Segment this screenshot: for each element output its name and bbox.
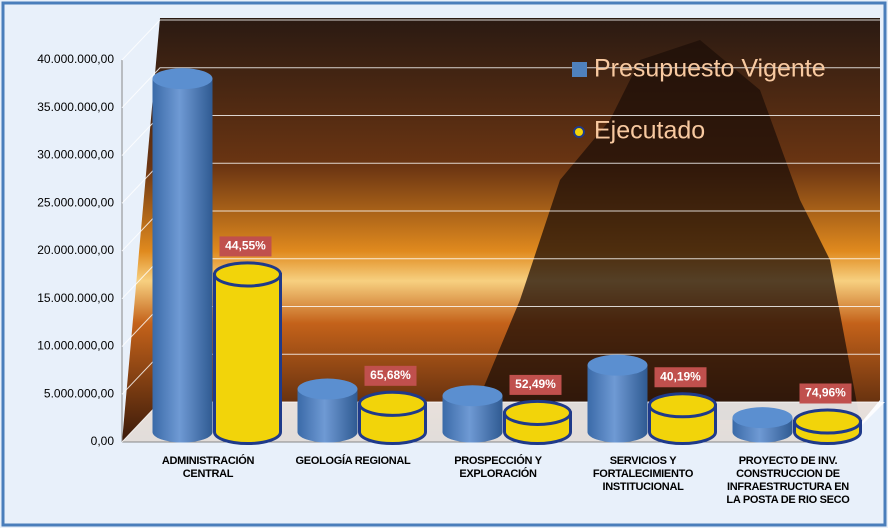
y-tick-label: 35.000.000,00 (37, 100, 114, 114)
y-tick-label: 30.000.000,00 (37, 148, 114, 162)
legend-label: Presupuesto Vigente (594, 55, 826, 83)
legend-label: Ejecutado (594, 117, 705, 145)
bar-top (650, 394, 716, 417)
y-tick-label: 20.000.000,00 (37, 243, 114, 257)
bar-top (795, 410, 861, 433)
bar-top (505, 401, 571, 424)
bar-top (443, 385, 503, 406)
chart: 0,00 5.000.000,00 10.000.000,00 15.000.000,… (0, 0, 888, 528)
rate-label: 74,96% (805, 386, 846, 400)
legend-swatch (572, 62, 587, 77)
y-tick-label: 15.000.000,00 (37, 291, 114, 305)
x-tick-label: PROYECTO DE INV. CONSTRUCCION DE INFRAES… (721, 455, 856, 507)
rate-label: 40,19% (660, 369, 701, 383)
bar-top (215, 263, 281, 286)
bar-top (298, 379, 358, 400)
y-tick-label: 5.000.000,00 (44, 386, 114, 400)
bar-top (360, 392, 426, 415)
bar (153, 79, 213, 443)
y-tick-label: 25.000.000,00 (37, 195, 114, 209)
rate-label: 52,49% (515, 377, 556, 391)
bar-top (153, 68, 213, 89)
rate-label: 44,55% (225, 239, 266, 253)
y-tick-label: 40.000.000,00 (37, 52, 114, 66)
page: 0,00 5.000.000,00 10.000.000,00 15.000.000,… (0, 0, 888, 528)
x-tick-label: PROSPECCIÓN Y EXPLORACIÓN (431, 455, 566, 481)
x-tick-label: ADMINISTRACIÓN CENTRAL (141, 455, 276, 481)
rate-label: 65,68% (370, 368, 411, 382)
bar (588, 365, 648, 442)
y-tick-label: 0,00 (91, 434, 115, 448)
x-tick-label: GEOLOGÍA REGIONAL (286, 455, 421, 468)
bar (215, 274, 281, 443)
legend-swatch (574, 127, 584, 137)
x-tick-label: SERVICIOS Y FORTALECIMIENTO INSTITUCIONA… (576, 455, 711, 494)
bar-top (588, 355, 648, 376)
y-tick-label: 10.000.000,00 (37, 339, 114, 353)
bar-top (733, 407, 793, 428)
